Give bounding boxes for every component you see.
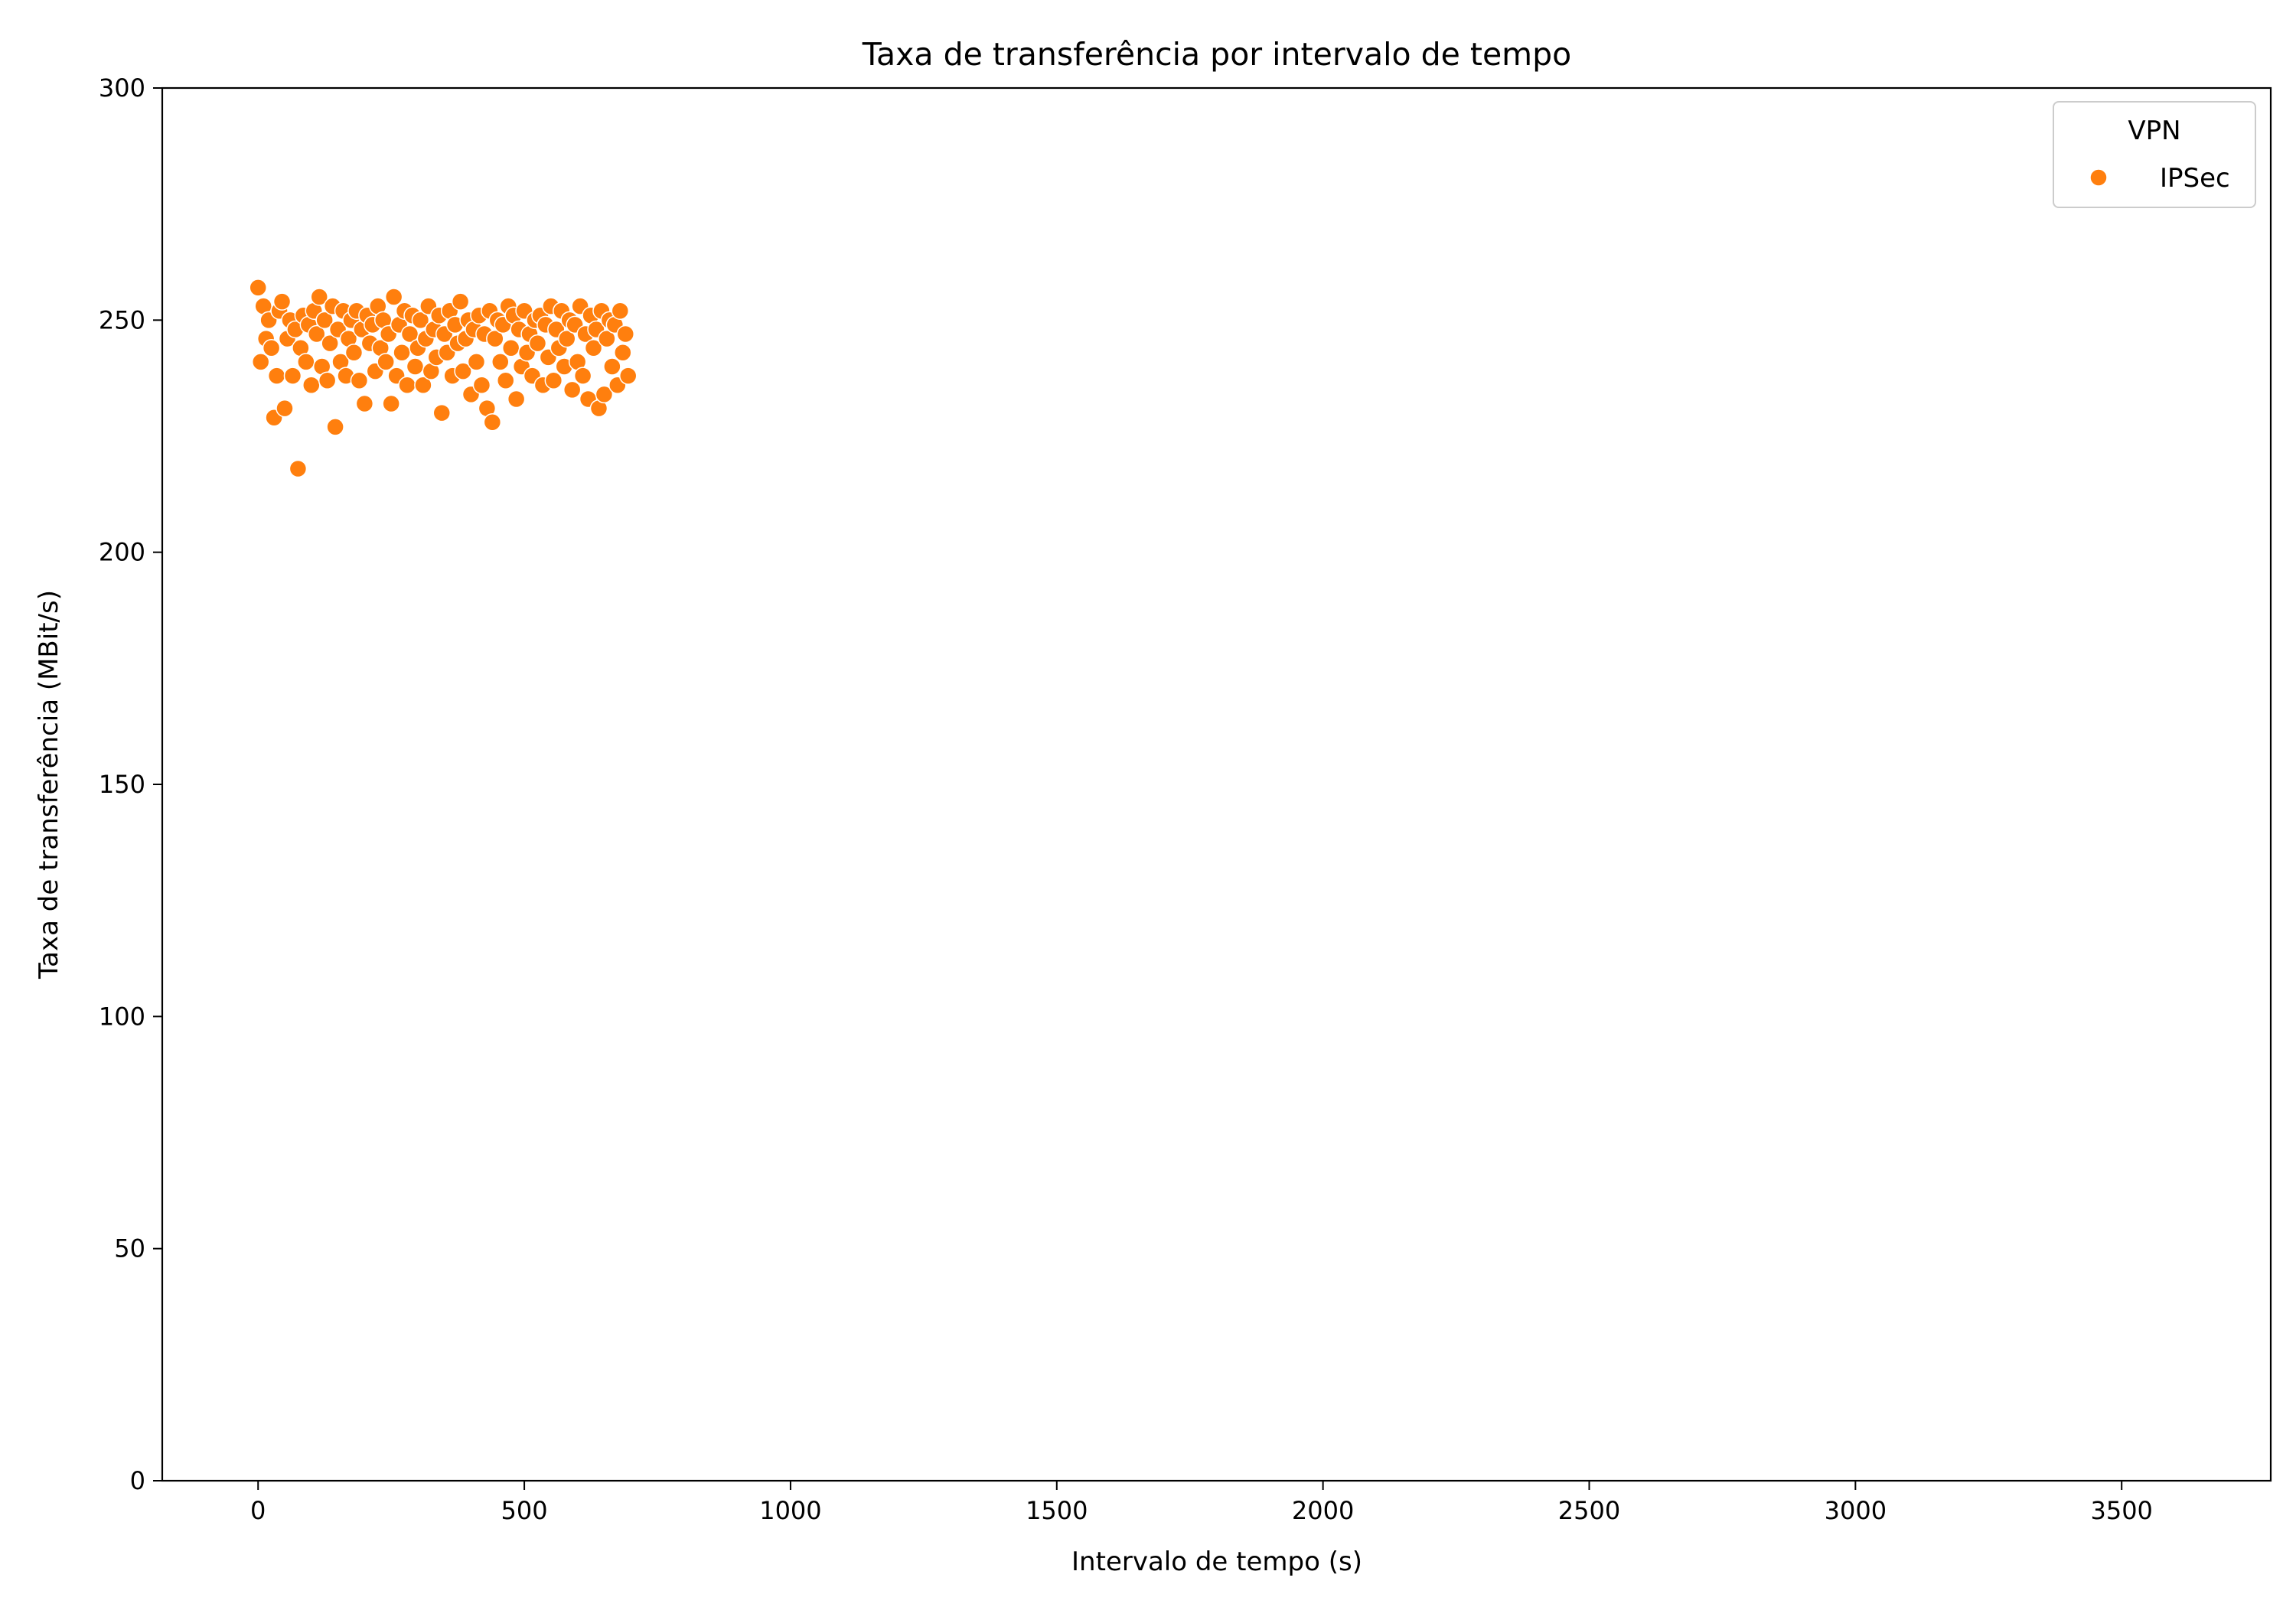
data-point — [614, 344, 632, 362]
data-point — [483, 413, 502, 432]
data-point — [308, 324, 326, 344]
y-tick-label: 100 — [99, 1002, 145, 1031]
data-point — [584, 338, 603, 357]
data-point — [406, 357, 425, 376]
data-point — [557, 329, 576, 348]
data-point — [507, 390, 526, 409]
data-point — [451, 292, 470, 311]
data-point — [598, 329, 616, 348]
y-tick-label: 50 — [114, 1234, 145, 1263]
data-point — [382, 394, 400, 413]
y-axis-ticks: 0 50 100 150 200 250 300 — [99, 73, 162, 1495]
legend: VPN IPSec — [2053, 101, 2256, 208]
y-tick-label: 150 — [99, 770, 145, 799]
legend-entry-ipsec: IPSec — [2160, 163, 2230, 194]
data-point — [310, 288, 328, 306]
x-axis-label: Intervalo de tempo (s) — [1071, 1547, 1362, 1577]
x-axis-ticks: 0 500 1000 1500 2000 2500 3000 3500 — [250, 1481, 2153, 1525]
legend-marker-ipsec — [2089, 168, 2108, 187]
data-point — [491, 353, 510, 371]
y-tick-label: 250 — [99, 305, 145, 334]
x-tick-label: 500 — [501, 1496, 548, 1525]
data-point — [398, 376, 416, 395]
data-point — [272, 292, 292, 311]
y-axis-label: Taxa de transferência (MBit/s) — [34, 590, 64, 980]
data-point — [251, 353, 270, 371]
x-tick-label: 3500 — [2090, 1496, 2152, 1525]
data-point — [289, 459, 308, 478]
data-point — [283, 367, 302, 385]
x-tick-label: 2500 — [1558, 1496, 1620, 1525]
data-point — [318, 371, 337, 390]
data-point — [618, 367, 638, 385]
data-point — [267, 367, 286, 385]
data-point — [595, 385, 614, 404]
data-point — [384, 288, 403, 306]
data-point — [573, 367, 592, 385]
data-point — [544, 371, 563, 390]
data-point — [297, 353, 315, 371]
data-point — [315, 311, 334, 330]
data-point — [603, 357, 621, 376]
data-point — [496, 371, 515, 390]
data-point — [411, 311, 430, 330]
data-point — [611, 302, 630, 320]
data-point — [528, 334, 547, 353]
data-point — [472, 376, 491, 395]
data-point — [276, 399, 294, 418]
data-point — [616, 324, 635, 344]
data-point — [501, 338, 520, 357]
y-tick-label: 0 — [130, 1466, 145, 1495]
data-point — [432, 403, 451, 422]
x-tick-label: 0 — [250, 1496, 266, 1525]
data-point — [302, 376, 321, 395]
y-tick-label: 200 — [99, 538, 145, 567]
y-tick-label: 300 — [99, 73, 145, 103]
data-point — [249, 279, 267, 297]
data-point — [563, 380, 582, 399]
data-point — [344, 344, 364, 362]
data-point — [393, 344, 411, 362]
data-points — [249, 279, 638, 478]
legend-title: VPN — [2128, 116, 2180, 146]
data-point — [486, 329, 504, 348]
data-point — [350, 371, 369, 390]
chart-title: Taxa de transferência por intervalo de t… — [862, 36, 1571, 73]
data-point — [454, 362, 472, 380]
data-point — [355, 394, 374, 413]
x-tick-label: 1500 — [1026, 1496, 1088, 1525]
data-point — [321, 334, 339, 353]
data-point — [262, 338, 281, 357]
data-point — [467, 353, 486, 371]
data-point — [326, 418, 344, 436]
data-point — [377, 353, 395, 371]
x-tick-label: 1000 — [759, 1496, 821, 1525]
x-tick-label: 3000 — [1825, 1496, 1887, 1525]
data-point — [414, 376, 432, 395]
x-tick-label: 2000 — [1292, 1496, 1354, 1525]
